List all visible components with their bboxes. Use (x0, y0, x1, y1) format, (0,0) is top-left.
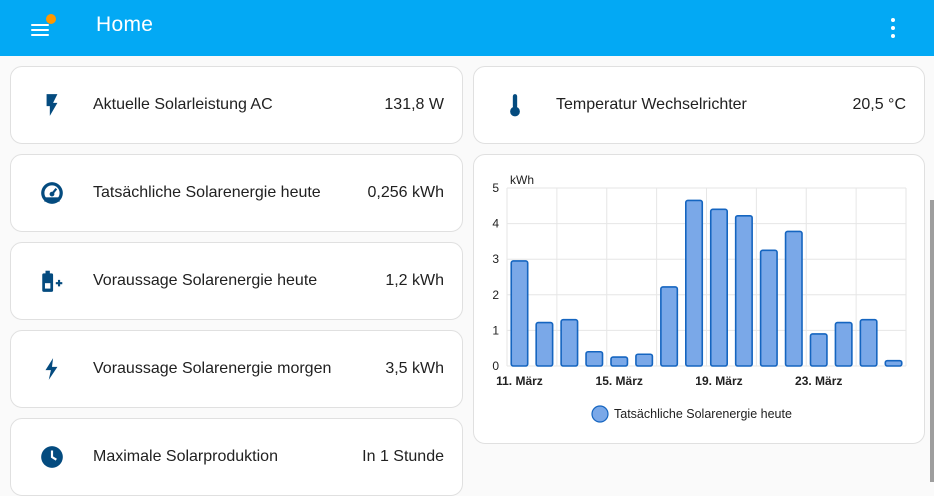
entity-name: Temperatur Wechselrichter (556, 96, 747, 113)
entity-state: 131,8 W (384, 96, 444, 113)
entity-name: Maximale Solarproduktion (93, 448, 278, 465)
entity-name: Voraussage Solarenergie morgen (93, 360, 332, 377)
entity-name: Tatsächliche Solarenergie heute (93, 184, 321, 201)
chart-bar (734, 214, 753, 367)
entity-state: 3,5 kWh (385, 360, 444, 377)
y-tick-label: 2 (492, 288, 499, 302)
chart-bar (585, 350, 604, 367)
y-tick-label: 1 (492, 323, 499, 337)
y-tick-label: 5 (492, 181, 499, 195)
chart-bar (560, 318, 579, 367)
chart-bar (685, 199, 704, 367)
chart-bar (709, 208, 728, 367)
entity-card-voraussage-heute[interactable]: Voraussage Solarenergie heute 1,2 kWh (10, 242, 463, 320)
entity-state: 20,5 °C (852, 96, 906, 113)
chart-bar (610, 356, 629, 367)
chart-bar (510, 260, 529, 367)
x-tick-label: 19. März (695, 374, 742, 388)
entity-state: 0,256 kWh (367, 184, 444, 201)
battery-plus-icon (42, 270, 63, 292)
chart-bar (660, 286, 679, 367)
hamburger-menu-icon[interactable] (28, 14, 56, 42)
flash-icon (46, 94, 58, 116)
chart-bar (884, 359, 903, 367)
entity-card-solarleistung[interactable]: Aktuelle Solarleistung AC 131,8 W (10, 66, 463, 144)
app-toolbar: Home (0, 0, 934, 56)
entity-card-voraussage-morgen[interactable]: Voraussage Solarenergie morgen 3,5 kWh (10, 330, 463, 408)
flash-icon (45, 358, 58, 380)
chart-bar (859, 318, 878, 367)
chart-bar (784, 230, 803, 367)
chart-bar (535, 321, 554, 367)
x-tick-label: 15. März (596, 374, 643, 388)
gauge-icon (41, 182, 63, 204)
entity-state: 1,2 kWh (385, 272, 444, 289)
chart-card: 0 1 2 3 4 5 kWh 11. März 15. März 19. März 23. Mär… (473, 154, 925, 444)
entity-card-solarenergie-heute[interactable]: Tatsächliche Solarenergie heute 0,256 kW… (10, 154, 463, 232)
entity-card-temperatur[interactable]: Temperatur Wechselrichter 20,5 °C (473, 66, 925, 144)
x-tick-label: 11. März (496, 374, 543, 388)
x-tick-label: 23. März (795, 374, 842, 388)
bar-chart: 0 1 2 3 4 5 kWh 11. März 15. März 19. März 23. Mär… (492, 173, 907, 423)
chart-bar (635, 353, 654, 367)
chart-bar (834, 321, 853, 367)
y-tick-label: 0 (492, 359, 499, 373)
entity-name: Voraussage Solarenergie heute (93, 272, 318, 289)
scrollbar[interactable] (930, 200, 934, 482)
y-tick-label: 3 (492, 252, 499, 266)
chart-bar (809, 333, 828, 367)
legend-label: Tatsächliche Solarenergie heute (614, 407, 792, 421)
dots-vertical-icon[interactable] (884, 16, 902, 40)
y-axis-label: kWh (510, 173, 534, 187)
chart-bar (759, 249, 778, 367)
entity-name: Aktuelle Solarleistung AC (93, 96, 273, 113)
entity-card-maximale-produktion[interactable]: Maximale Solarproduktion In 1 Stunde (10, 418, 463, 496)
thermometer-icon (510, 94, 520, 117)
y-tick-label: 4 (492, 217, 499, 231)
entity-state: In 1 Stunde (362, 448, 444, 465)
page-title: Home (96, 13, 154, 36)
notification-dot (46, 14, 56, 24)
clock-icon (41, 446, 63, 468)
legend-swatch (591, 405, 609, 423)
